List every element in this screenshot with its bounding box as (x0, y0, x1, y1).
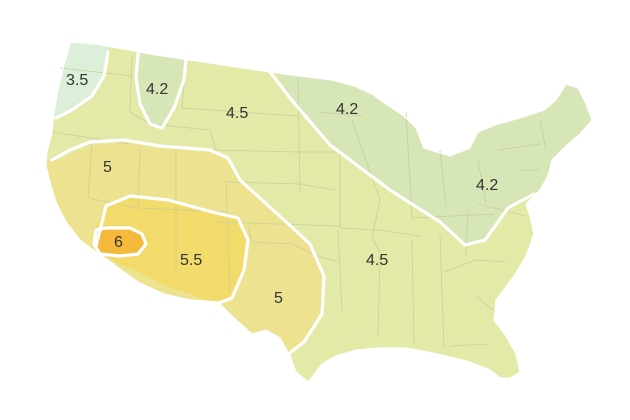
state-line-18 (317, 111, 363, 117)
zone-label-4-2-mountain: 4.2 (146, 81, 168, 98)
state-line-29 (439, 149, 447, 207)
state-line-13 (225, 181, 335, 191)
zone-labels: 3.5 4.2 4.5 4.2 5 4.2 6 5.5 4.5 5 (66, 72, 498, 307)
state-line-19 (351, 119, 381, 253)
state-line-34 (449, 343, 489, 347)
zone-label-5-texas: 5 (274, 290, 283, 307)
state-line-20 (339, 227, 421, 237)
state-line-22 (377, 255, 381, 337)
zone-label-5-5-desert: 5.5 (180, 252, 202, 269)
state-line-7 (297, 77, 301, 193)
contour-6-hotspot (92, 226, 148, 258)
zone-label-4-2-northeast: 4.2 (476, 177, 498, 194)
zone-fill-6-hotspot (94, 228, 146, 256)
state-line-25 (443, 259, 507, 273)
state-line-23 (411, 239, 415, 345)
state-line-14 (215, 221, 341, 227)
state-line-21 (405, 111, 413, 219)
zone-label-4-2-midwest: 4.2 (336, 101, 358, 118)
zone-fill-4-2-mountain (134, 42, 188, 126)
state-line-27 (477, 203, 527, 217)
state-borders (51, 55, 547, 349)
state-line-16 (337, 229, 343, 311)
state-line-5 (129, 111, 217, 151)
state-line-32 (539, 119, 547, 151)
state-line-15 (247, 225, 339, 263)
state-line-26 (465, 209, 469, 257)
zone-label-6-hotspot: 6 (114, 234, 123, 251)
state-line-1 (59, 67, 133, 77)
zone-label-5-greatbasin: 5 (103, 159, 112, 176)
contour-5-greatbasin (50, 138, 326, 358)
state-line-8 (209, 149, 301, 153)
zone-label-4-5-plains: 4.5 (226, 105, 248, 122)
state-line-30 (477, 159, 487, 205)
state-line-31 (497, 143, 541, 151)
state-line-24 (439, 235, 445, 349)
contour-3-5 (54, 50, 110, 120)
contour-4-2-mountain (134, 52, 188, 130)
state-line-12 (225, 179, 231, 293)
contour-5-5-desert (94, 194, 250, 306)
contour-4-2-midwest (268, 70, 536, 247)
state-line-35 (475, 295, 497, 313)
zone-fill-5-5-desert (96, 196, 248, 304)
us-outline (45, 41, 593, 383)
state-line-4 (87, 139, 93, 199)
zone-label-4-5-south: 4.5 (366, 252, 388, 269)
state-line-11 (87, 197, 227, 213)
zone-label-3-5-nw: 3.5 (66, 72, 88, 89)
contour-lines (50, 50, 536, 358)
state-line-2 (129, 55, 133, 113)
state-line-28 (411, 213, 495, 219)
